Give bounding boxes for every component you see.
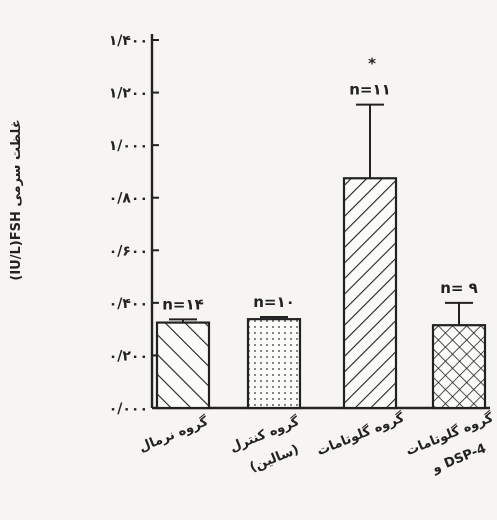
- n-label: n=۱۴: [162, 295, 204, 313]
- y-tick-label: ۰/۶۰۰: [109, 243, 148, 259]
- category-label: گروه گلوتامات: [315, 409, 407, 459]
- y-tick-label: ۱/۰۰۰: [109, 138, 148, 154]
- category-label: گروه نرمال: [137, 413, 211, 455]
- y-tick-label: ۰/۰۰۰: [109, 401, 148, 417]
- y-tick-label: ۰/۸۰۰: [109, 191, 148, 207]
- n-label: n=۱۱: [349, 81, 391, 99]
- category-label-line: گروه نرمال: [137, 413, 211, 455]
- labels: (IU/L)FSH غلظت سرمی n=۱۴ گروه نرمال n=۱۰ گرو…: [9, 55, 496, 477]
- y-tick-label: ۰/۴۰۰: [109, 296, 148, 312]
- significance-marker: *: [368, 55, 376, 73]
- bar: [246, 318, 302, 410]
- y-tick-label: ۰/۲۰۰: [109, 348, 148, 364]
- y-tick-label: ۱/۴۰۰: [109, 33, 148, 49]
- bar: [155, 321, 211, 410]
- bars: [155, 103, 487, 410]
- bar: [342, 177, 398, 410]
- category-label: گروه کنترل(سالین): [227, 413, 302, 476]
- y-tick-label: ۱/۲۰۰: [109, 86, 148, 102]
- bar: [431, 324, 487, 410]
- y-axis-label: (IU/L)FSH غلظت سرمی: [9, 119, 24, 280]
- category-label-line: (سالین): [248, 442, 301, 475]
- n-label: n= ۹: [440, 279, 478, 297]
- n-label: n=۱۰: [253, 293, 295, 311]
- category-label-line: گروه گلوتامات: [315, 409, 407, 459]
